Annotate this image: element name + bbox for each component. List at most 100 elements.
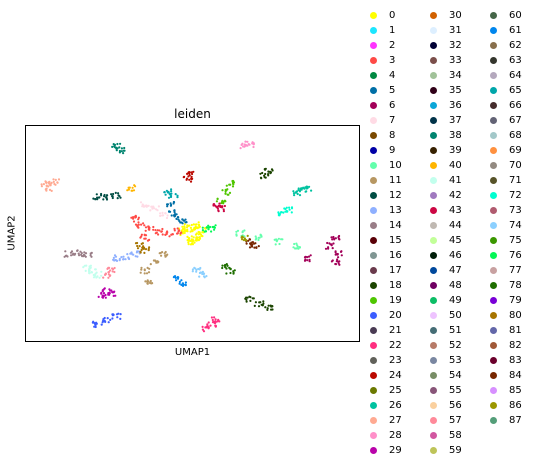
scatter-point bbox=[53, 181, 55, 183]
legend-label: 58 bbox=[449, 428, 462, 443]
x-axis-label: UMAP1 bbox=[25, 347, 360, 358]
scatter-point bbox=[148, 249, 150, 251]
legend-label: 33 bbox=[449, 53, 462, 68]
scatter-point bbox=[224, 200, 226, 202]
scatter-point bbox=[132, 218, 134, 220]
scatter-point bbox=[91, 271, 93, 273]
scatter-point bbox=[302, 187, 304, 189]
scatter-point bbox=[117, 197, 119, 199]
scatter-point bbox=[85, 252, 87, 254]
scatter-point bbox=[227, 194, 229, 196]
scatter-point bbox=[221, 200, 223, 202]
legend-label: 64 bbox=[509, 68, 522, 83]
scatter-point bbox=[254, 305, 256, 307]
scatter-point bbox=[158, 205, 160, 207]
scatter-point bbox=[180, 279, 182, 281]
scatter-point bbox=[64, 250, 66, 252]
scatter-point bbox=[111, 267, 113, 269]
scatter-point bbox=[116, 147, 118, 149]
scatter-point bbox=[119, 258, 121, 260]
scatter-point bbox=[249, 246, 251, 248]
scatter-point bbox=[177, 232, 179, 234]
legend-item: 74 bbox=[490, 218, 522, 233]
legend-item: 20 bbox=[370, 308, 402, 323]
scatter-point bbox=[191, 229, 193, 231]
legend-label: 42 bbox=[449, 188, 462, 203]
legend-marker bbox=[370, 102, 377, 109]
scatter-point bbox=[85, 256, 87, 258]
scatter-point bbox=[198, 224, 200, 226]
scatter-point bbox=[106, 194, 108, 196]
legend-label: 0 bbox=[389, 8, 395, 23]
legend-item: 72 bbox=[490, 188, 522, 203]
scatter-point bbox=[226, 265, 228, 267]
scatter-point bbox=[260, 234, 262, 236]
scatter-point bbox=[216, 200, 218, 202]
scatter-point bbox=[293, 192, 295, 194]
scatter-point bbox=[249, 296, 251, 298]
scatter-point bbox=[264, 169, 266, 171]
scatter-point bbox=[148, 229, 150, 231]
legend-item: 57 bbox=[430, 413, 462, 428]
scatter-point bbox=[209, 325, 211, 327]
scatter-point bbox=[136, 242, 138, 244]
legend-item: 85 bbox=[490, 383, 522, 398]
scatter-point bbox=[190, 227, 192, 229]
legend-marker bbox=[490, 402, 497, 409]
legend-item: 32 bbox=[430, 38, 462, 53]
legend-label: 15 bbox=[389, 233, 402, 248]
scatter-point bbox=[179, 221, 181, 223]
scatter-point bbox=[170, 205, 172, 207]
scatter-point bbox=[202, 227, 204, 229]
scatter-point bbox=[142, 222, 144, 224]
legend-item: 30 bbox=[430, 8, 462, 23]
scatter-point bbox=[215, 318, 217, 320]
legend-label: 59 bbox=[449, 443, 462, 458]
scatter-point bbox=[335, 250, 337, 252]
scatter-point bbox=[186, 173, 188, 175]
scatter-point bbox=[190, 181, 192, 183]
scatter-point bbox=[218, 210, 220, 212]
scatter-point bbox=[100, 292, 102, 294]
legend-marker bbox=[490, 252, 497, 259]
scatter-point bbox=[94, 268, 96, 270]
legend-item: 55 bbox=[430, 383, 462, 398]
scatter-point bbox=[137, 247, 139, 249]
legend-item: 9 bbox=[370, 143, 395, 158]
legend-item: 1 bbox=[370, 23, 395, 38]
legend-item: 66 bbox=[490, 98, 522, 113]
scatter-point bbox=[41, 183, 43, 185]
scatter-point bbox=[168, 197, 170, 199]
scatter-point bbox=[114, 146, 116, 148]
legend-label: 84 bbox=[509, 368, 522, 383]
legend-item: 35 bbox=[430, 83, 462, 98]
legend-item: 44 bbox=[430, 218, 462, 233]
scatter-point bbox=[52, 178, 54, 180]
legend-label: 57 bbox=[449, 413, 462, 428]
scatter-point bbox=[297, 248, 299, 250]
scatter-point bbox=[266, 309, 268, 311]
scatter-point bbox=[175, 218, 177, 220]
legend-marker bbox=[430, 72, 437, 79]
scatter-point bbox=[278, 238, 280, 240]
legend-item: 64 bbox=[490, 68, 522, 83]
scatter-point bbox=[215, 224, 217, 226]
legend-marker bbox=[370, 297, 377, 304]
legend-label: 38 bbox=[449, 128, 462, 143]
scatter-point bbox=[251, 245, 253, 247]
scatter-point bbox=[246, 243, 248, 245]
legend-label: 56 bbox=[449, 398, 462, 413]
scatter-point bbox=[192, 171, 194, 173]
scatter-point bbox=[177, 216, 179, 218]
legend-item: 27 bbox=[370, 413, 402, 428]
scatter-point bbox=[253, 297, 255, 299]
legend-item: 70 bbox=[490, 158, 522, 173]
scatter-point bbox=[111, 195, 113, 197]
legend-item: 86 bbox=[490, 398, 522, 413]
scatter-point bbox=[286, 207, 288, 209]
legend-marker bbox=[370, 162, 377, 169]
scatter-point bbox=[337, 256, 339, 258]
scatter-point bbox=[120, 256, 122, 258]
scatter-point bbox=[333, 237, 335, 239]
scatter-point bbox=[206, 326, 208, 328]
